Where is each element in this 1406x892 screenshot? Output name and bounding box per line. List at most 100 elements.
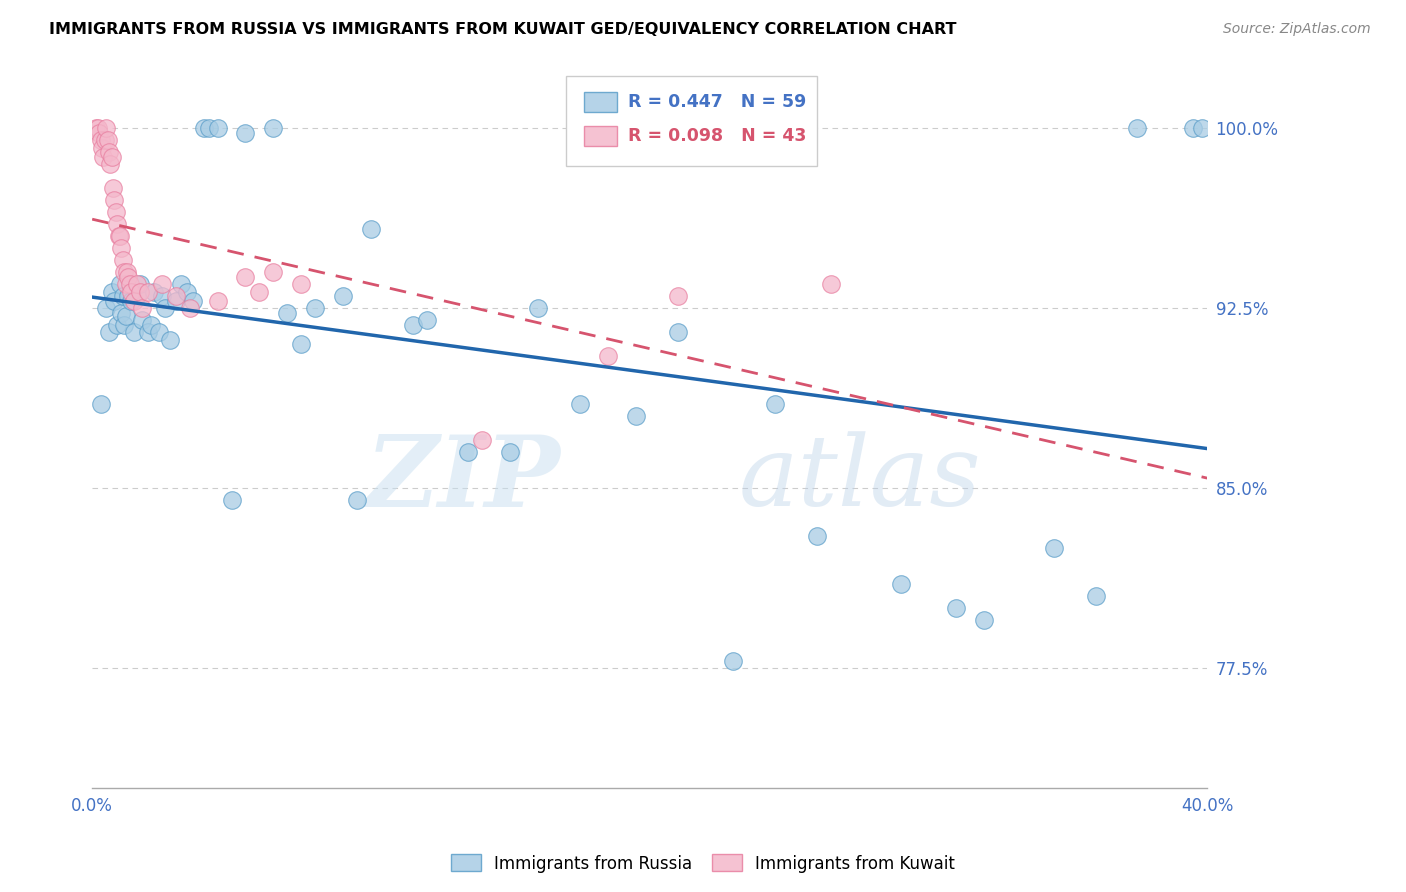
Text: R = 0.098   N = 43: R = 0.098 N = 43 bbox=[628, 128, 807, 145]
Point bbox=[304, 301, 326, 316]
Point bbox=[91, 150, 114, 164]
Point bbox=[235, 270, 257, 285]
Point bbox=[90, 134, 112, 148]
FancyBboxPatch shape bbox=[567, 76, 817, 166]
Point bbox=[249, 285, 271, 299]
Point bbox=[89, 126, 111, 140]
Point bbox=[179, 301, 201, 316]
Point bbox=[527, 301, 550, 316]
Point bbox=[1182, 121, 1205, 136]
Point bbox=[262, 265, 284, 279]
Point bbox=[128, 285, 150, 299]
Text: ZIP: ZIP bbox=[366, 431, 561, 527]
Point bbox=[142, 285, 165, 299]
Point bbox=[150, 277, 173, 292]
Point bbox=[207, 294, 229, 309]
Point bbox=[360, 222, 382, 236]
Point bbox=[112, 318, 135, 333]
Point bbox=[136, 326, 159, 340]
Point bbox=[100, 150, 122, 164]
Point bbox=[114, 309, 136, 323]
Point bbox=[97, 145, 120, 160]
Point bbox=[122, 326, 145, 340]
FancyBboxPatch shape bbox=[583, 92, 617, 112]
Point bbox=[96, 134, 118, 148]
Point bbox=[276, 306, 298, 320]
Point bbox=[111, 289, 134, 303]
Point bbox=[332, 289, 354, 303]
Point bbox=[723, 654, 745, 668]
Point bbox=[150, 289, 173, 303]
Point bbox=[107, 229, 129, 244]
Point bbox=[139, 318, 162, 333]
Point bbox=[98, 157, 121, 171]
Point bbox=[666, 289, 689, 303]
Point bbox=[118, 277, 141, 292]
Point bbox=[120, 294, 142, 309]
Point bbox=[806, 529, 828, 543]
Text: R = 0.447   N = 59: R = 0.447 N = 59 bbox=[628, 93, 807, 111]
Point bbox=[890, 577, 912, 591]
Point bbox=[108, 229, 131, 244]
Point bbox=[94, 121, 117, 136]
Point bbox=[136, 285, 159, 299]
Point bbox=[117, 270, 139, 285]
Point bbox=[415, 313, 437, 327]
Point bbox=[181, 294, 204, 309]
Point bbox=[103, 194, 125, 208]
Point bbox=[159, 333, 181, 347]
Point bbox=[1084, 590, 1107, 604]
FancyBboxPatch shape bbox=[583, 126, 617, 146]
Point bbox=[235, 126, 257, 140]
Point bbox=[153, 301, 176, 316]
Legend: Immigrants from Russia, Immigrants from Kuwait: Immigrants from Russia, Immigrants from … bbox=[444, 847, 962, 880]
Point bbox=[165, 289, 187, 303]
Point bbox=[103, 294, 125, 309]
Point bbox=[131, 301, 153, 316]
Point bbox=[346, 493, 368, 508]
Point bbox=[1043, 541, 1066, 556]
Point bbox=[110, 306, 132, 320]
Point bbox=[87, 121, 110, 136]
Point bbox=[104, 205, 127, 219]
Point bbox=[131, 313, 153, 327]
Point bbox=[122, 294, 145, 309]
Point bbox=[221, 493, 243, 508]
Point bbox=[820, 277, 842, 292]
Point bbox=[193, 121, 215, 136]
Point bbox=[471, 434, 494, 448]
Point bbox=[125, 277, 148, 292]
Point bbox=[111, 253, 134, 268]
Point bbox=[207, 121, 229, 136]
Point bbox=[90, 397, 112, 411]
Point bbox=[763, 397, 786, 411]
Point bbox=[100, 285, 122, 299]
Point bbox=[457, 445, 479, 459]
Point bbox=[90, 141, 112, 155]
Point bbox=[105, 318, 128, 333]
Point bbox=[624, 409, 647, 424]
Point bbox=[262, 121, 284, 136]
Point bbox=[114, 277, 136, 292]
Point bbox=[128, 277, 150, 292]
Point bbox=[499, 445, 522, 459]
Point bbox=[596, 350, 619, 364]
Point bbox=[290, 337, 312, 351]
Point bbox=[569, 397, 592, 411]
Point bbox=[198, 121, 221, 136]
Point bbox=[115, 265, 138, 279]
Point bbox=[176, 285, 198, 299]
Point bbox=[117, 289, 139, 303]
Text: IMMIGRANTS FROM RUSSIA VS IMMIGRANTS FROM KUWAIT GED/EQUIVALENCY CORRELATION CHA: IMMIGRANTS FROM RUSSIA VS IMMIGRANTS FRO… bbox=[49, 22, 956, 37]
Point bbox=[105, 218, 128, 232]
Point bbox=[165, 294, 187, 309]
Text: Source: ZipAtlas.com: Source: ZipAtlas.com bbox=[1223, 22, 1371, 37]
Point bbox=[120, 285, 142, 299]
Point bbox=[94, 301, 117, 316]
Text: atlas: atlas bbox=[740, 431, 981, 526]
Point bbox=[170, 277, 193, 292]
Point bbox=[112, 265, 135, 279]
Point bbox=[93, 134, 115, 148]
Point bbox=[86, 121, 108, 136]
Point bbox=[125, 289, 148, 303]
